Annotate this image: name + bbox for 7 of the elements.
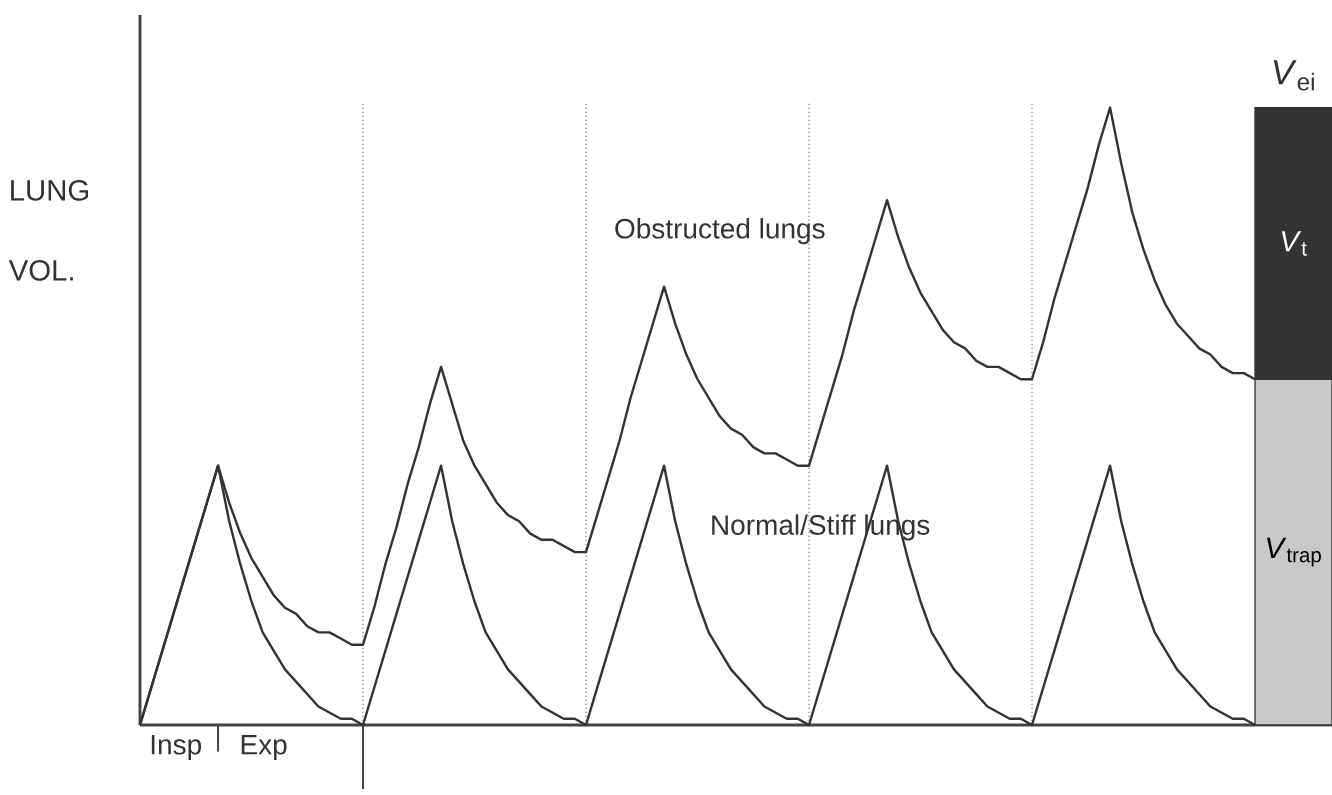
text: V$_{ei}$ xyxy=(1273,60,1314,91)
series-label: Obstructed lungs xyxy=(615,218,825,245)
text: Insp xyxy=(151,735,202,761)
series-label: V$_{trap}$ xyxy=(1267,537,1321,567)
text: LUNG VOL. xyxy=(8,179,88,281)
text: Exp xyxy=(241,735,287,761)
series-label: V$_{t}$ xyxy=(1281,231,1307,256)
